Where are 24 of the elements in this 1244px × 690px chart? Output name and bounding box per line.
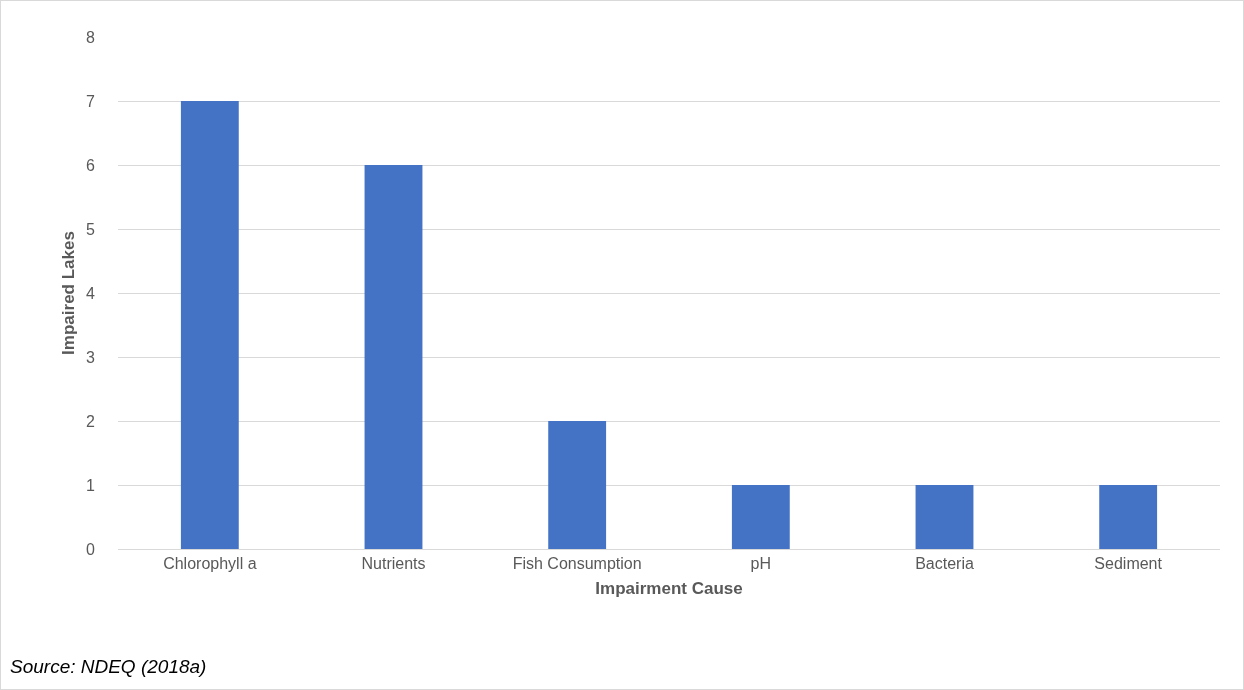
y-tick-label: 1: [86, 476, 96, 494]
x-tick-label: Sediment: [1094, 555, 1163, 573]
bar: [915, 485, 974, 549]
bar: [731, 485, 790, 549]
x-tick-label: pH: [750, 555, 772, 573]
y-tick-label: 5: [86, 220, 96, 238]
x-tick-label: Nutrients: [361, 555, 426, 573]
bar: [1099, 485, 1158, 549]
bar: [548, 421, 607, 549]
bar: [364, 165, 423, 549]
y-tick-label: 0: [86, 540, 96, 558]
y-tick-label: 4: [86, 284, 96, 302]
source-note: Source: NDEQ (2018a): [10, 656, 207, 677]
x-tick-label: Bacteria: [915, 555, 974, 573]
y-tick-label: 3: [86, 348, 96, 366]
x-tick-label: Fish Consumption: [512, 555, 642, 573]
bar: [180, 101, 239, 549]
y-axis-title: Impaired Lakes: [59, 231, 78, 355]
x-tick-label: Chlorophyll a: [163, 555, 257, 573]
x-axis-title: Impairment Cause: [595, 578, 743, 598]
y-tick-label: 2: [86, 412, 96, 430]
y-tick-label: 8: [86, 28, 96, 46]
y-tick-label: 7: [86, 92, 96, 110]
y-tick-label: 6: [86, 156, 96, 174]
